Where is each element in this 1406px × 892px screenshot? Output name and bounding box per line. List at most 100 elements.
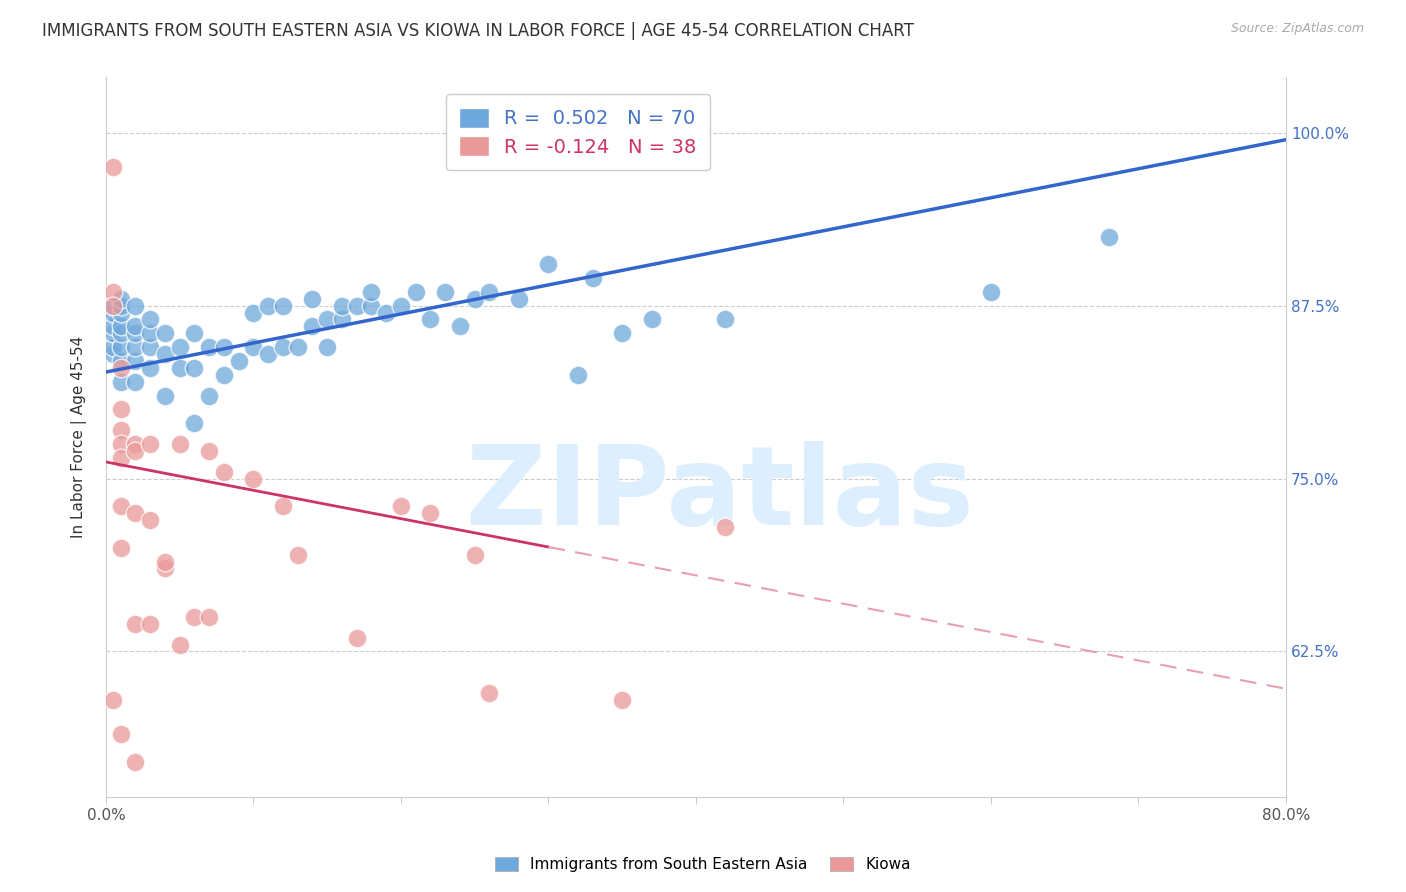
Point	[183, 610, 205, 624]
Text: ZIPatlas: ZIPatlas	[465, 442, 973, 548]
Point	[103, 347, 125, 361]
Point	[641, 312, 664, 326]
Point	[110, 326, 132, 341]
Point	[360, 285, 382, 299]
Point	[346, 299, 368, 313]
Point	[271, 500, 294, 514]
Point	[375, 305, 398, 319]
Point	[124, 319, 146, 334]
Legend: R =  0.502   N = 70, R = -0.124   N = 38: R = 0.502 N = 70, R = -0.124 N = 38	[446, 95, 710, 170]
Point	[153, 555, 176, 569]
Text: IMMIGRANTS FROM SOUTH EASTERN ASIA VS KIOWA IN LABOR FORCE | AGE 45-54 CORRELATI: IMMIGRANTS FROM SOUTH EASTERN ASIA VS KI…	[42, 22, 914, 40]
Point	[360, 299, 382, 313]
Point	[110, 727, 132, 741]
Point	[110, 319, 132, 334]
Point	[389, 500, 412, 514]
Point	[301, 292, 323, 306]
Point	[110, 292, 132, 306]
Point	[124, 616, 146, 631]
Point	[169, 340, 191, 354]
Point	[139, 437, 162, 451]
Point	[271, 299, 294, 313]
Point	[567, 368, 589, 382]
Point	[464, 548, 486, 562]
Point	[183, 326, 205, 341]
Point	[478, 285, 501, 299]
Point	[153, 388, 176, 402]
Point	[110, 340, 132, 354]
Point	[110, 450, 132, 465]
Point	[169, 437, 191, 451]
Point	[316, 340, 339, 354]
Point	[612, 326, 634, 341]
Legend: Immigrants from South Eastern Asia, Kiowa: Immigrants from South Eastern Asia, Kiow…	[488, 849, 918, 880]
Point	[103, 693, 125, 707]
Point	[271, 340, 294, 354]
Point	[153, 326, 176, 341]
Point	[449, 319, 471, 334]
Point	[242, 340, 264, 354]
Point	[110, 375, 132, 389]
Y-axis label: In Labor Force | Age 45-54: In Labor Force | Age 45-54	[72, 336, 87, 538]
Point	[169, 638, 191, 652]
Point	[389, 299, 412, 313]
Point	[103, 161, 125, 175]
Point	[287, 340, 309, 354]
Point	[124, 326, 146, 341]
Point	[124, 506, 146, 520]
Point	[212, 340, 235, 354]
Point	[103, 326, 125, 341]
Point	[434, 285, 457, 299]
Point	[110, 360, 132, 375]
Point	[198, 388, 221, 402]
Point	[139, 360, 162, 375]
Point	[124, 375, 146, 389]
Point	[405, 285, 427, 299]
Point	[316, 312, 339, 326]
Point	[1098, 229, 1121, 244]
Point	[110, 402, 132, 417]
Point	[103, 285, 125, 299]
Point	[346, 631, 368, 645]
Point	[419, 506, 441, 520]
Point	[153, 347, 176, 361]
Point	[419, 312, 441, 326]
Point	[301, 319, 323, 334]
Point	[242, 471, 264, 485]
Point	[508, 292, 530, 306]
Point	[582, 271, 605, 285]
Point	[110, 500, 132, 514]
Point	[103, 305, 125, 319]
Point	[110, 354, 132, 368]
Point	[228, 354, 250, 368]
Point	[103, 299, 125, 313]
Point	[257, 299, 280, 313]
Point	[110, 305, 132, 319]
Point	[330, 312, 353, 326]
Point	[139, 326, 162, 341]
Point	[124, 354, 146, 368]
Point	[124, 437, 146, 451]
Point	[124, 755, 146, 769]
Point	[464, 292, 486, 306]
Point	[103, 319, 125, 334]
Point	[287, 548, 309, 562]
Point	[110, 437, 132, 451]
Point	[139, 312, 162, 326]
Point	[169, 360, 191, 375]
Point	[198, 340, 221, 354]
Point	[183, 416, 205, 430]
Point	[103, 299, 125, 313]
Point	[714, 520, 737, 534]
Point	[330, 299, 353, 313]
Point	[139, 513, 162, 527]
Point	[198, 610, 221, 624]
Point	[110, 423, 132, 437]
Point	[139, 340, 162, 354]
Point	[124, 443, 146, 458]
Point	[124, 340, 146, 354]
Point	[183, 360, 205, 375]
Point	[124, 299, 146, 313]
Point	[103, 340, 125, 354]
Point	[110, 541, 132, 555]
